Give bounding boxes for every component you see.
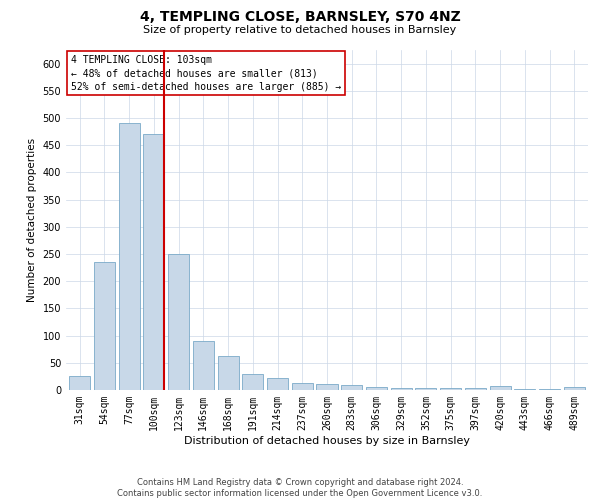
Text: Size of property relative to detached houses in Barnsley: Size of property relative to detached ho…: [143, 25, 457, 35]
Bar: [193, 341, 214, 390]
Bar: [465, 388, 486, 390]
X-axis label: Distribution of detached houses by size in Barnsley: Distribution of detached houses by size …: [184, 436, 470, 446]
Text: Contains HM Land Registry data © Crown copyright and database right 2024.
Contai: Contains HM Land Registry data © Crown c…: [118, 478, 482, 498]
Bar: [292, 384, 313, 390]
Bar: [143, 134, 164, 390]
Bar: [366, 388, 387, 390]
Bar: [218, 356, 239, 390]
Bar: [119, 124, 140, 390]
Bar: [69, 376, 90, 390]
Bar: [514, 389, 535, 390]
Bar: [440, 388, 461, 390]
Bar: [341, 384, 362, 390]
Text: 4, TEMPLING CLOSE, BARNSLEY, S70 4NZ: 4, TEMPLING CLOSE, BARNSLEY, S70 4NZ: [140, 10, 460, 24]
Bar: [490, 386, 511, 390]
Bar: [564, 388, 585, 390]
Text: 4 TEMPLING CLOSE: 103sqm
← 48% of detached houses are smaller (813)
52% of semi-: 4 TEMPLING CLOSE: 103sqm ← 48% of detach…: [71, 55, 341, 92]
Y-axis label: Number of detached properties: Number of detached properties: [27, 138, 37, 302]
Bar: [242, 374, 263, 390]
Bar: [391, 388, 412, 390]
Bar: [267, 378, 288, 390]
Bar: [168, 254, 189, 390]
Bar: [316, 384, 338, 390]
Bar: [94, 262, 115, 390]
Bar: [415, 388, 436, 390]
Bar: [539, 389, 560, 390]
